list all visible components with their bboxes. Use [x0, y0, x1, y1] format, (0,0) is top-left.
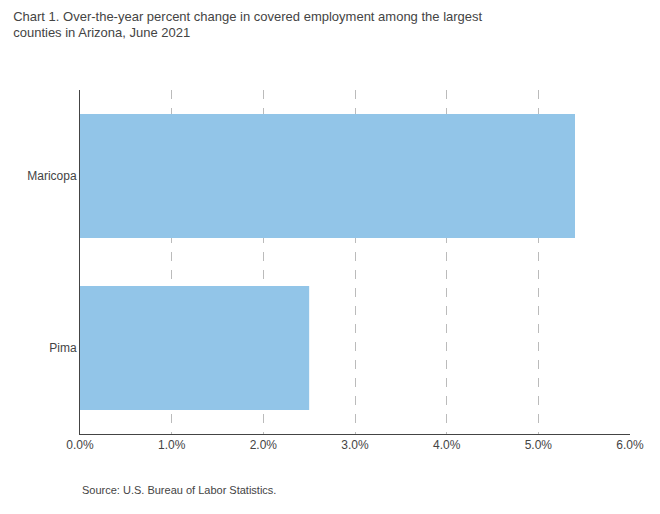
svg-text:6.0%: 6.0%: [616, 438, 644, 452]
svg-text:4.0%: 4.0%: [433, 438, 461, 452]
svg-text:Source: U.S. Bureau of Labor S: Source: U.S. Bureau of Labor Statistics.: [82, 484, 276, 496]
svg-text:1.0%: 1.0%: [158, 438, 186, 452]
svg-text:0.0%: 0.0%: [66, 438, 94, 452]
svg-text:Chart 1. Over-the-year percent: Chart 1. Over-the-year percent change in…: [13, 9, 482, 41]
svg-text:5.0%: 5.0%: [525, 438, 553, 452]
svg-text:2.0%: 2.0%: [250, 438, 278, 452]
svg-text:Pima: Pima: [49, 341, 77, 355]
svg-text:Maricopa: Maricopa: [27, 169, 77, 183]
svg-text:3.0%: 3.0%: [341, 438, 369, 452]
